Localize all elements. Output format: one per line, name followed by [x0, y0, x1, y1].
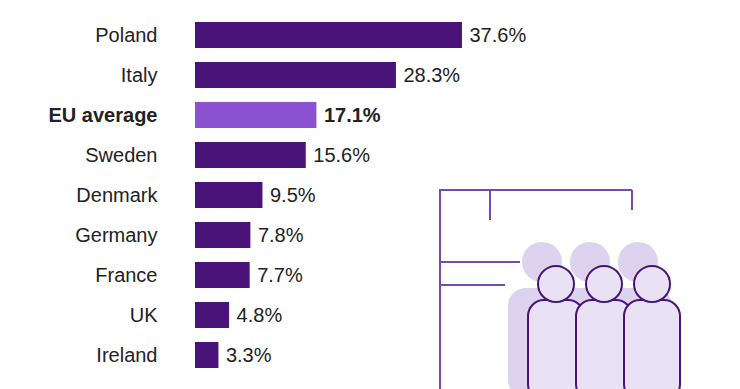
svg-text:Denmark: Denmark — [76, 184, 158, 206]
svg-text:3.3%: 3.3% — [226, 344, 272, 366]
svg-text:4.8%: 4.8% — [237, 304, 283, 326]
svg-text:Poland: Poland — [95, 24, 157, 46]
svg-text:7.7%: 7.7% — [257, 264, 303, 286]
svg-text:Italy: Italy — [121, 64, 158, 86]
svg-text:17.1%: 17.1% — [324, 104, 381, 126]
svg-text:UK: UK — [130, 304, 158, 326]
svg-text:15.6%: 15.6% — [313, 144, 370, 166]
svg-text:Sweden: Sweden — [85, 144, 157, 166]
svg-text:Germany: Germany — [75, 224, 157, 246]
svg-text:Ireland: Ireland — [96, 344, 157, 366]
svg-text:37.6%: 37.6% — [469, 24, 526, 46]
svg-text:France: France — [95, 264, 157, 286]
svg-text:7.8%: 7.8% — [258, 224, 304, 246]
svg-text:9.5%: 9.5% — [270, 184, 316, 206]
svg-text:EU average: EU average — [49, 104, 158, 126]
svg-text:28.3%: 28.3% — [403, 64, 460, 86]
